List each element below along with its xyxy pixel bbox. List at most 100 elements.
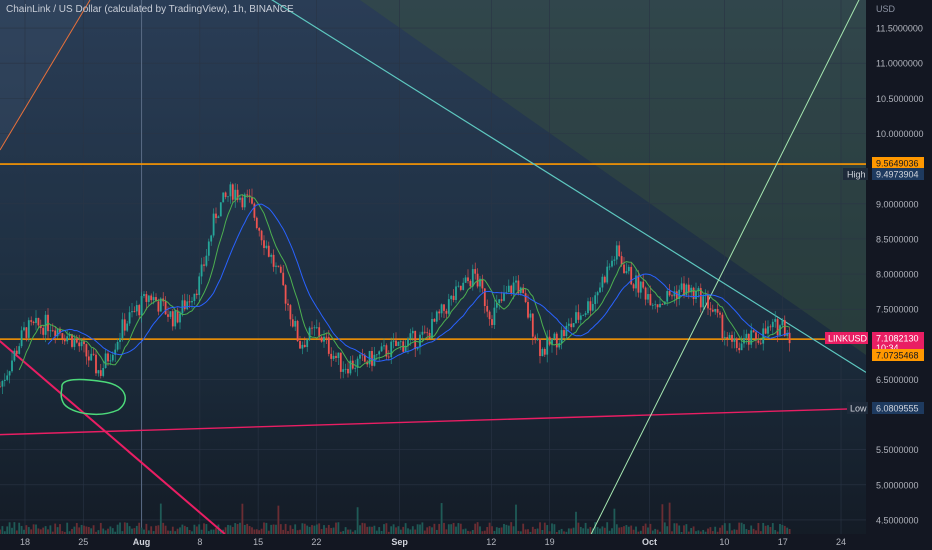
candle-body: [738, 347, 741, 351]
support-badge: [872, 349, 924, 361]
candle-body: [303, 344, 306, 348]
candle-body: [618, 245, 621, 257]
candle-body: [347, 368, 349, 374]
candle-body: [639, 281, 642, 293]
volume-bar: [219, 530, 222, 534]
volume-bar: [587, 528, 589, 534]
volume-bar: [191, 531, 193, 534]
candle-body: [615, 245, 618, 260]
candle-body: [191, 300, 193, 303]
volume-bar: [565, 531, 568, 534]
candle-body: [71, 334, 73, 347]
volume-bar: [409, 529, 412, 534]
candle-body: [3, 379, 6, 381]
candle-body: [680, 283, 683, 290]
candle-body: [733, 338, 736, 342]
volume-bar: [131, 528, 133, 534]
volume-bar: [695, 531, 697, 534]
candle-body: [469, 281, 472, 287]
volume-bar: [126, 522, 129, 534]
volume-bar: [210, 529, 213, 534]
candle-body: [167, 314, 169, 317]
volume-bar: [498, 527, 501, 534]
volume-bar: [167, 530, 169, 534]
price-tick-label: 10.5000000: [876, 94, 924, 104]
volume-bar: [488, 522, 491, 534]
volume-bar: [59, 524, 61, 534]
volume-bar: [786, 527, 789, 534]
volume-bar: [503, 523, 505, 534]
candle-body: [337, 352, 340, 358]
candle-body: [767, 326, 769, 334]
volume-bar: [239, 522, 241, 534]
volume-bar: [6, 526, 9, 534]
volume-bar: [203, 523, 205, 534]
volume-bar: [20, 525, 23, 534]
volume-bar: [690, 528, 693, 534]
candle-body: [195, 293, 198, 296]
candle-body: [330, 353, 333, 359]
candle-body: [678, 289, 681, 299]
volume-bar: [231, 526, 234, 534]
candle-body: [1, 380, 4, 387]
candle-body: [102, 368, 105, 376]
candle-body: [363, 354, 366, 362]
volume-bar: [647, 527, 649, 534]
time-tick-label: Oct: [642, 537, 657, 547]
candle-body: [66, 336, 69, 342]
volume-bar: [423, 530, 426, 534]
candle-body: [668, 291, 671, 296]
candle-body: [673, 291, 676, 297]
volume-bar: [747, 530, 750, 534]
candle-body: [107, 353, 109, 362]
candle-body: [35, 317, 37, 324]
volume-bar: [351, 531, 354, 534]
price-tick-label: 5.0000000: [876, 480, 919, 490]
candle-body: [771, 321, 774, 328]
candle-body: [354, 367, 357, 369]
volume-bar: [267, 530, 270, 534]
candle-body: [80, 341, 83, 347]
candle-body: [37, 317, 40, 326]
candle-body: [335, 355, 337, 358]
volume-bar: [644, 523, 647, 534]
candle-body: [203, 264, 205, 266]
candle-body: [690, 287, 693, 293]
volume-bar: [474, 523, 477, 534]
volume-bar: [301, 523, 304, 534]
candle-body: [236, 189, 239, 200]
candle-body: [342, 369, 345, 372]
volume-bar: [750, 525, 753, 534]
volume-bar: [491, 526, 493, 534]
candle-body: [555, 333, 558, 348]
volume-bar: [618, 527, 621, 534]
time-axis-panel[interactable]: [0, 534, 932, 550]
candle-body: [44, 314, 47, 335]
volume-bar: [114, 531, 117, 534]
candle-body: [97, 370, 100, 374]
candle-body: [368, 350, 371, 365]
volume-bar: [308, 526, 311, 534]
volume-bar: [572, 527, 575, 534]
volume-bar: [359, 525, 361, 534]
candle-body: [371, 350, 373, 366]
candle-body: [587, 301, 589, 314]
candle-body: [570, 323, 573, 328]
price-axis-panel[interactable]: [866, 0, 932, 550]
candle-body: [284, 285, 287, 304]
volume-bar: [361, 522, 364, 534]
volume-bar: [613, 508, 616, 534]
candle-body: [759, 342, 762, 344]
candle-body: [215, 213, 217, 219]
volume-bar: [85, 526, 88, 534]
volume-bar: [536, 528, 539, 534]
volume-bar: [522, 523, 525, 534]
volume-bar: [567, 528, 570, 534]
candle-body: [56, 328, 59, 337]
volume-bar: [704, 531, 707, 534]
volume-bar: [383, 524, 385, 534]
high-top-badge: [872, 157, 924, 169]
volume-bar: [145, 523, 148, 534]
